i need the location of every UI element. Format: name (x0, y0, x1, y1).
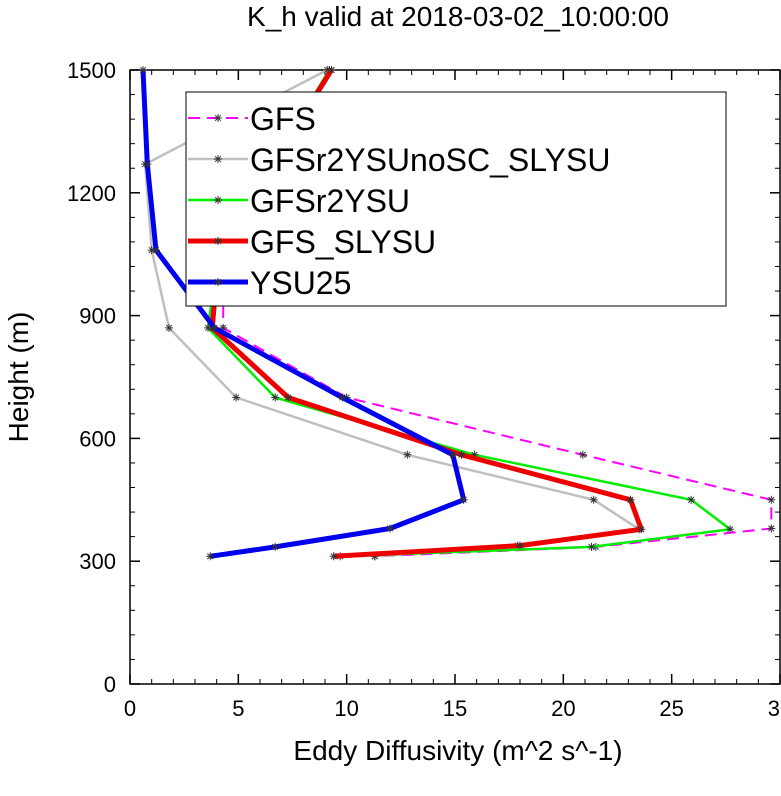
legend-box (185, 91, 727, 307)
data-point-gfsr2ysu (726, 525, 735, 534)
x-tick-label: 25 (659, 696, 683, 721)
legend-label: GFS (250, 101, 316, 137)
x-tick-label: 30 (768, 696, 781, 721)
data-point-gfsr2ysunosc-slysu (403, 450, 412, 459)
data-point-gfs-slysu (637, 525, 646, 534)
series-layer (139, 66, 776, 561)
legend-item-gfs: GFS (188, 101, 316, 137)
data-point-gfsr2ysunosc-slysu (232, 393, 241, 402)
data-point-ysu25 (143, 160, 152, 169)
chart-title: K_h valid at 2018-03-02_10:00:00 (247, 1, 669, 32)
legend-label: YSU25 (250, 265, 351, 301)
y-tick-labels: 0 300 600 900 1200 1500 (67, 58, 116, 697)
legend-item-gfsr2ysunosc-slysu: GFSr2YSUnoSC_SLYSU (188, 142, 610, 178)
y-tick-label: 900 (79, 304, 116, 329)
data-point-ysu25 (459, 495, 468, 504)
axis-ticks (129, 69, 781, 685)
legend-label: GFSr2YSUnoSC_SLYSU (250, 142, 610, 178)
data-point-gfsr2ysu (687, 495, 696, 504)
data-point-gfsr2ysunosc-slysu (589, 495, 598, 504)
data-point-ysu25 (386, 524, 394, 533)
data-point-gfs-slysu (516, 541, 524, 550)
legend-item-ysu25: YSU25 (188, 265, 351, 301)
y-axis-label: Height (m) (3, 312, 34, 443)
legend: GFS GFSr2YSUnoSC_SLYSU GFSr2YSU GFS_SLYSU YS… (185, 91, 727, 307)
data-point-ysu25 (448, 450, 457, 459)
data-point-gfs-slysu (327, 66, 336, 74)
data-point-gfsr2ysu (271, 393, 280, 402)
series-ysu25 (139, 66, 468, 561)
data-point-ysu25 (206, 552, 215, 561)
data-point-ysu25 (271, 542, 280, 551)
y-tick-label: 0 (104, 672, 116, 697)
x-tick-label: 15 (443, 696, 467, 721)
data-point-gfsr2ysunosc-slysu (165, 323, 173, 332)
x-tick-label: 0 (124, 696, 136, 721)
data-point-gfs-slysu (284, 393, 293, 402)
x-tick-label: 20 (551, 696, 575, 721)
y-tick-label: 600 (79, 426, 116, 451)
data-point-gfs-slysu (626, 495, 635, 504)
data-point-gfs (578, 450, 587, 459)
legend-label: GFS_SLYSU (250, 224, 436, 260)
series-line-ysu25 (140, 69, 467, 559)
y-tick-label: 1500 (67, 58, 116, 83)
legend-item-gfs-slysu: GFS_SLYSU (188, 224, 436, 260)
data-point-gfs (767, 524, 776, 533)
data-point-ysu25 (338, 393, 347, 402)
data-point-ysu25 (139, 66, 147, 74)
data-point-ysu25 (210, 323, 219, 332)
legend-label: GFSr2YSU (250, 183, 410, 219)
y-tick-label: 300 (79, 549, 116, 574)
x-tick-labels: 0 5 10 15 20 25 30 (124, 696, 781, 721)
x-tick-label: 5 (232, 696, 244, 721)
data-point-gfs-slysu (457, 450, 466, 459)
x-axis-label: Eddy Diffusivity (m^2 s^-1) (293, 735, 622, 766)
data-point-gfs (767, 495, 776, 504)
data-point-ysu25 (152, 246, 160, 255)
y-tick-label: 1200 (67, 181, 116, 206)
data-point-gfs-slysu (329, 552, 338, 561)
data-point-gfsr2ysu (587, 542, 596, 551)
legend-item-gfsr2ysu: GFSr2YSU (188, 183, 410, 219)
x-tick-label: 10 (334, 696, 358, 721)
